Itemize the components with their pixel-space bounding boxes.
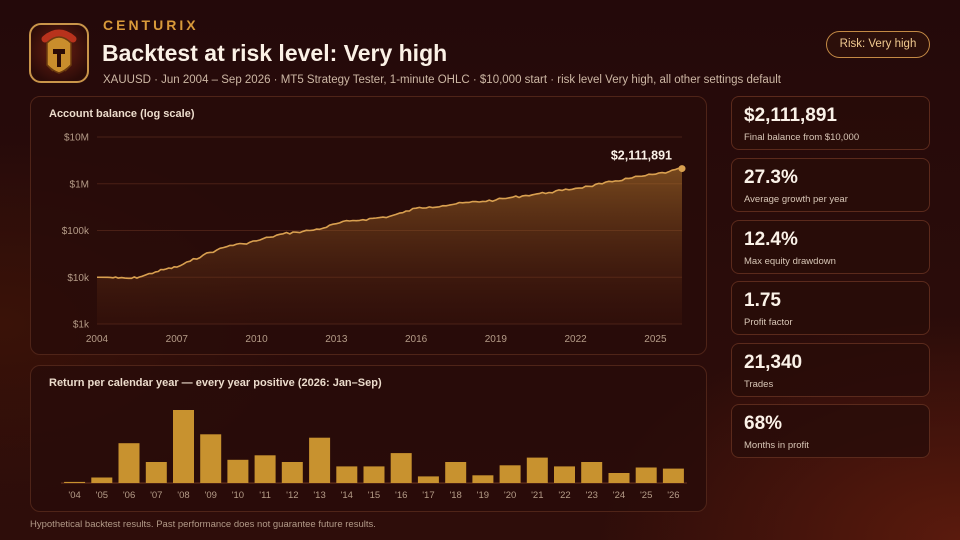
stat-label: Profit factor (744, 317, 793, 328)
stat-value: 1.75 (744, 290, 781, 311)
stat-card-trades: 21,340 Trades (731, 343, 930, 397)
stat-value: $2,111,891 (744, 105, 837, 126)
stat-card-average-growth: 27.3% Average growth per year (731, 158, 930, 212)
stat-label: Trades (744, 379, 774, 390)
page-title: Backtest at risk level: Very high (102, 40, 448, 66)
stat-value: 12.4% (744, 229, 798, 250)
stat-label: Max equity drawdown (744, 256, 836, 267)
stat-label: Months in profit (744, 440, 809, 451)
brand-name: CENTURIX (103, 17, 199, 33)
stat-card-max-drawdown: 12.4% Max equity drawdown (731, 220, 930, 274)
stat-value: 68% (744, 413, 783, 434)
logo (29, 23, 89, 83)
yearly-returns-panel: Return per calendar year — every year po… (30, 365, 707, 512)
stat-value: 21,340 (744, 352, 803, 373)
yearly-returns-title: Return per calendar year — every year po… (49, 377, 382, 389)
page-subtitle: XAUUSD · Jun 2004 – Sep 2026 · MT5 Strat… (103, 74, 781, 86)
stat-card-months-in-profit: 68% Months in profit (731, 404, 930, 458)
stat-label: Final balance from $10,000 (744, 132, 860, 143)
stat-card-final-balance: $2,111,891 Final balance from $10,000 (731, 96, 930, 150)
risk-level-badge[interactable]: Risk: Very high (826, 31, 930, 58)
balance-chart-panel: Account balance (log scale) (30, 96, 707, 355)
stat-label: Average growth per year (744, 194, 848, 205)
stat-card-profit-factor: 1.75 Profit factor (731, 281, 930, 335)
disclaimer: Hypothetical backtest results. Past perf… (30, 519, 376, 530)
spartan-helmet-icon (41, 29, 77, 74)
stat-value: 27.3% (744, 167, 798, 188)
balance-chart-title: Account balance (log scale) (49, 108, 195, 120)
